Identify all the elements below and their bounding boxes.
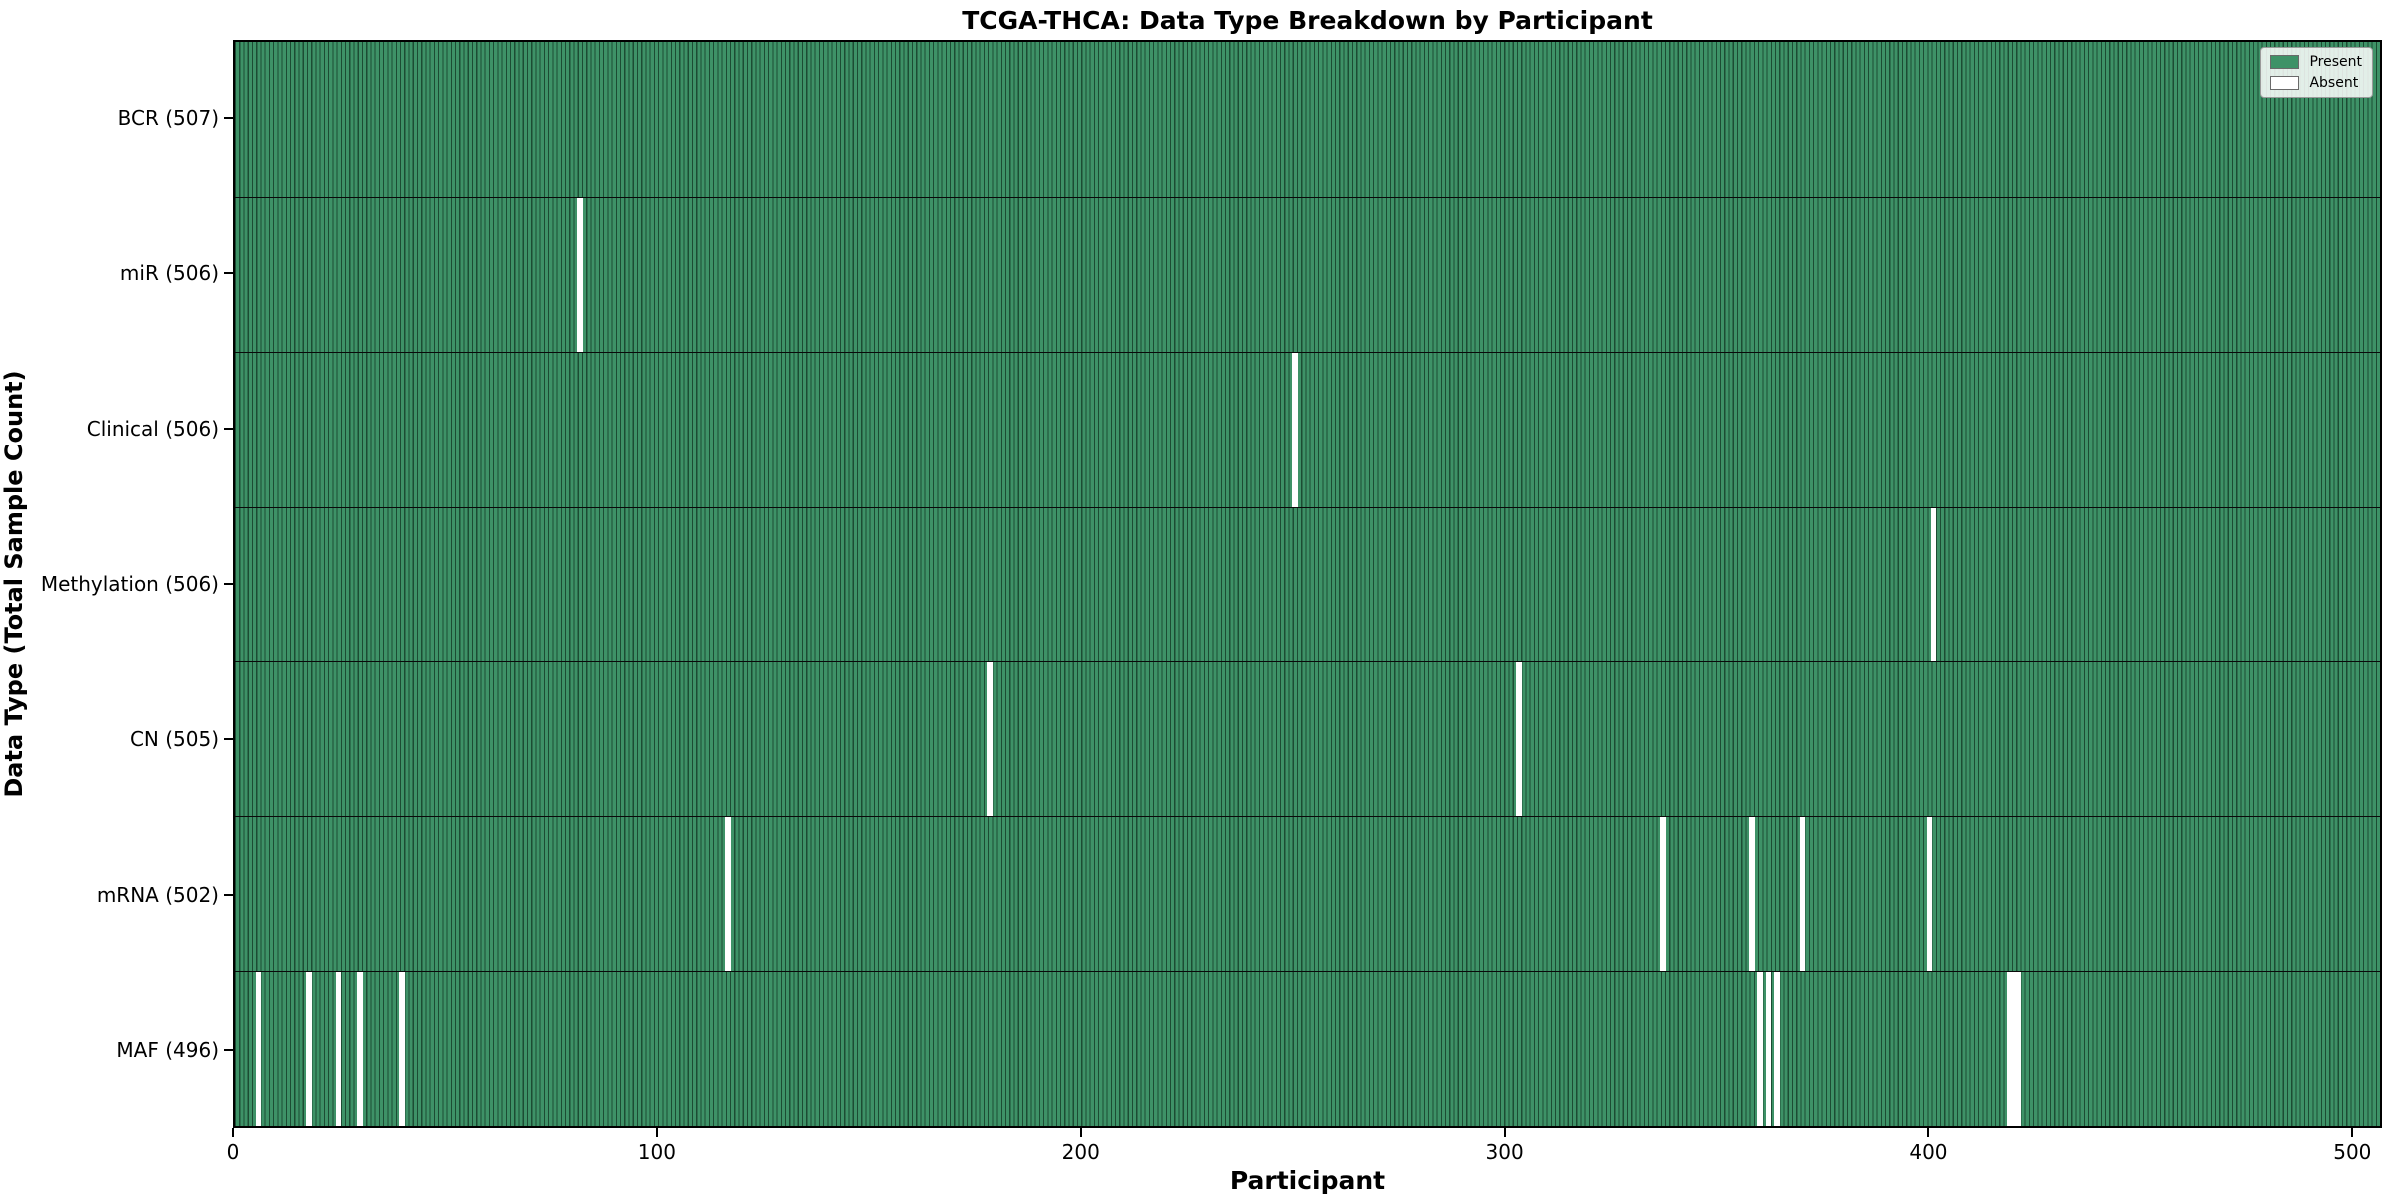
absent-bar-maf-24 <box>335 972 342 1126</box>
xtick-mark-200 <box>1079 1128 1082 1137</box>
y-axis: BCR (507) miR (506) Clinical (506) Methylat… <box>0 40 233 1128</box>
row-methylation <box>235 506 2380 662</box>
xtick-label-400: 400 <box>1909 1140 1948 1164</box>
absent-bar-maf-17 <box>306 972 312 1126</box>
legend-swatch-absent <box>2270 76 2300 90</box>
legend-item-present: Present <box>2270 55 2362 69</box>
row-cn <box>235 661 2380 817</box>
absent-bar-methylation-401 <box>1930 507 1937 662</box>
ytick-mark-mir <box>224 272 233 275</box>
absent-bar-maf-29 <box>357 972 363 1126</box>
xtick-mark-0 <box>232 1128 234 1137</box>
absent-bar-maf-364 <box>1774 972 1780 1126</box>
row-maf <box>235 971 2380 1126</box>
absent-bar-mrna-116 <box>725 817 731 972</box>
ytick-mark-cn <box>224 738 233 741</box>
absent-bar-mrna-358 <box>1749 817 1755 972</box>
absent-bar-mrna-400 <box>1926 817 1933 972</box>
ytick-mark-methylation <box>224 583 233 585</box>
ytick-label-methylation: Methylation (506) <box>40 572 219 596</box>
ytick-mark-bcr <box>224 116 233 119</box>
plot-area: Present Absent <box>233 40 2382 1128</box>
row-mir <box>235 196 2380 352</box>
absent-bar-mrna-370 <box>1799 817 1806 972</box>
ytick-label-maf: MAF (496) <box>116 1038 219 1063</box>
ytick-mark-mrna <box>224 893 233 896</box>
absent-bar-cn-178 <box>987 662 993 817</box>
ytick-mark-maf <box>224 1049 233 1052</box>
x-axis-label: Participant <box>1229 1166 1386 1195</box>
ytick-label-clinical: Clinical (506) <box>86 416 219 441</box>
ytick-label-bcr: BCR (507) <box>117 105 219 130</box>
row-mrna <box>235 816 2380 972</box>
legend: Present Absent <box>2260 47 2373 98</box>
x-axis: 0 100 200 300 400 500 <box>227 1128 2382 1174</box>
ytick-mark-clinical <box>224 427 233 430</box>
absent-bar-cn-303 <box>1516 662 1522 817</box>
xtick-label-200: 200 <box>1061 1140 1100 1164</box>
absent-bar-clinical-250 <box>1292 352 1298 507</box>
ytick-label-cn: CN (505) <box>129 727 219 752</box>
legend-swatch-present <box>2270 55 2300 69</box>
legend-item-absent: Absent <box>2270 76 2362 90</box>
absent-bar-maf-421 <box>2015 972 2022 1126</box>
xtick-label-500: 500 <box>2333 1140 2372 1164</box>
absent-bar-maf-420 <box>2011 972 2017 1126</box>
ytick-label-mrna: mRNA (502) <box>96 882 219 907</box>
xtick-mark-100 <box>655 1128 658 1137</box>
ytick-label-mir: miR (506) <box>119 261 219 286</box>
legend-label-present: Present <box>2309 54 2362 70</box>
absent-bar-maf-39 <box>399 972 405 1126</box>
absent-bar-maf-419 <box>2007 972 2013 1126</box>
row-bcr <box>235 42 2380 197</box>
absent-bar-maf-360 <box>1757 972 1763 1126</box>
absent-bar-mrna-337 <box>1660 817 1666 972</box>
xtick-label-100: 100 <box>637 1140 676 1164</box>
xtick-label-300: 300 <box>1485 1140 1524 1164</box>
xtick-mark-400 <box>1927 1128 1930 1137</box>
chart-title: TCGA-THCA: Data Type Breakdown by Partic… <box>962 6 1653 35</box>
absent-bar-maf-362 <box>1765 972 1772 1126</box>
xtick-mark-500 <box>2351 1128 2354 1137</box>
absent-bar-maf-5 <box>255 972 262 1126</box>
xtick-mark-300 <box>1503 1128 1506 1137</box>
row-clinical <box>235 351 2380 507</box>
absent-bar-mir-81 <box>577 197 583 352</box>
xtick-label-0: 0 <box>226 1140 240 1164</box>
legend-label-absent: Absent <box>2309 75 2359 91</box>
